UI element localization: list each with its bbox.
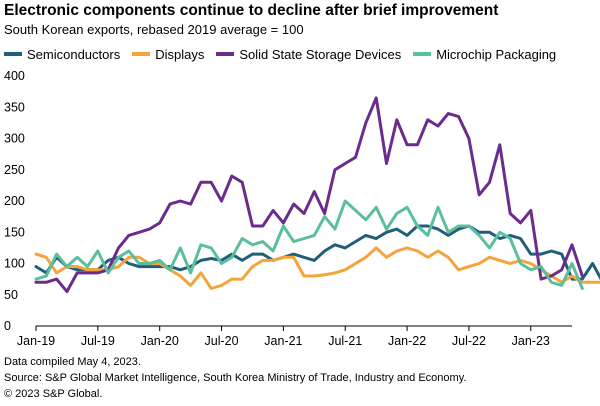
series-line-microchip-packaging <box>34 199 584 290</box>
note-compiled: Data compiled May 4, 2023. <box>4 356 141 368</box>
legend-label-semiconductors: Semiconductors <box>27 46 121 62</box>
x-tick-label: Jan-19 <box>17 334 55 348</box>
x-tick-label: Jul-20 <box>205 334 239 348</box>
y-tick-label: 350 <box>4 100 25 114</box>
legend-item-microchip: Microchip Packaging <box>413 47 556 62</box>
y-tick-label: 150 <box>4 225 25 239</box>
note-copyright: © 2023 S&P Global. <box>4 388 103 400</box>
y-tick-label: 50 <box>4 288 18 302</box>
legend-item-ssd: Solid State Storage Devices <box>216 47 401 62</box>
y-tick-label: 100 <box>4 257 25 271</box>
legend-item-displays: Displays <box>132 47 204 62</box>
legend-item-semiconductors: Semiconductors <box>4 47 120 62</box>
y-tick-label: 300 <box>4 132 25 146</box>
x-tick-label: Jul-21 <box>328 334 362 348</box>
legend-swatch-microchip <box>413 52 432 56</box>
note-source: Source: S&P Global Market Intelligence, … <box>4 372 467 384</box>
y-tick-label: 200 <box>4 194 25 208</box>
x-tick-label: Jan-22 <box>388 334 426 348</box>
legend-swatch-semiconductors <box>4 52 22 56</box>
x-tick-label: Jan-21 <box>264 334 302 348</box>
y-tick-label: 0 <box>4 319 11 333</box>
legend-label-microchip: Microchip Packaging <box>436 46 557 62</box>
legend-swatch-ssd <box>216 52 235 56</box>
y-tick-label: 250 <box>4 163 25 177</box>
series-line-solid-state-storage-devices <box>34 96 584 294</box>
chart-subtitle: South Korean exports, rebased 2019 avera… <box>4 22 304 37</box>
legend: Semiconductors Displays Solid State Stor… <box>4 44 600 64</box>
x-tick-label: Jul-22 <box>452 334 486 348</box>
legend-label-displays: Displays <box>155 46 205 62</box>
series-line-displays <box>34 246 600 290</box>
line-chart: 0 50 100 150 200 250 300 350 400 Jan-19 Jul-19 Jan-… <box>4 69 600 348</box>
x-tick-label: Jan-23 <box>512 334 550 348</box>
chart-title: Electronic components continue to declin… <box>4 2 499 19</box>
legend-swatch-displays <box>132 52 151 56</box>
y-tick-label: 400 <box>4 69 25 83</box>
legend-label-ssd: Solid State Storage Devices <box>239 46 402 62</box>
x-tick-label: Jan-20 <box>141 334 179 348</box>
x-tick-label: Jul-19 <box>81 334 115 348</box>
